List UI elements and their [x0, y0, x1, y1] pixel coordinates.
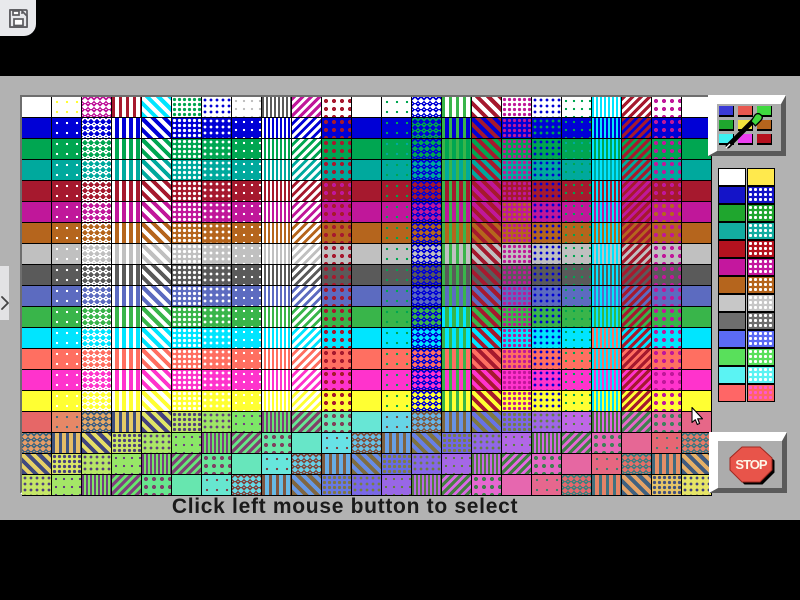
svg-text:STOP: STOP [735, 457, 767, 472]
